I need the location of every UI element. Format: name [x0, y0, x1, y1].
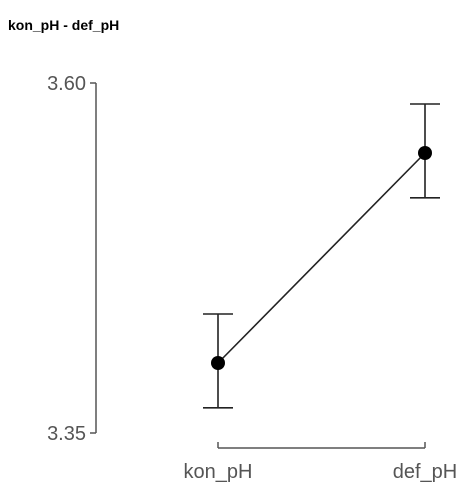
chart-title: kon_pH - def_pH — [8, 17, 120, 33]
y-tick-label: 3.60 — [47, 73, 86, 95]
x-axis: kon_pH def_pH — [184, 442, 458, 483]
x-tick-label: kon_pH — [184, 461, 253, 483]
series-layer — [203, 103, 440, 409]
y-tick-label: 3.35 — [47, 423, 86, 445]
y-axis: 3.35 3.60 — [47, 73, 97, 445]
data-point — [418, 146, 432, 160]
data-point — [211, 356, 225, 370]
series-line — [217, 152, 426, 364]
x-tick-label: def_pH — [393, 461, 458, 483]
